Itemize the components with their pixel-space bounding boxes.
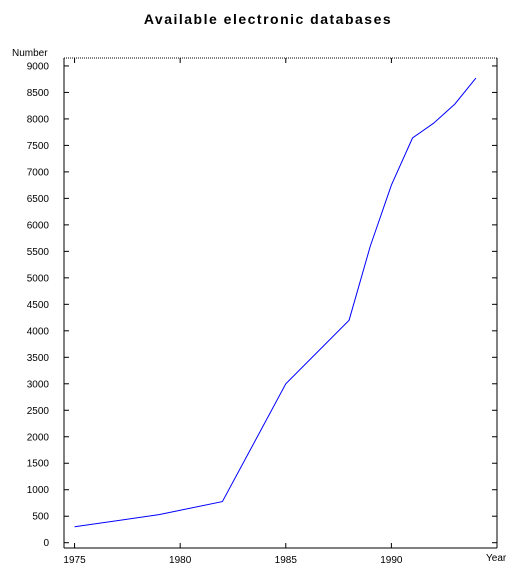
y-tick-label: 6500 bbox=[27, 194, 50, 205]
y-tick-label: 0 bbox=[43, 538, 49, 549]
plot-frame bbox=[63, 57, 498, 549]
y-tick-label: 6000 bbox=[27, 220, 50, 231]
x-tick-label: 1980 bbox=[169, 555, 192, 565]
y-tick-label: 7000 bbox=[27, 167, 50, 178]
x-tick-label: 1990 bbox=[380, 555, 403, 565]
x-axis: 1975 1980 1985 1990 bbox=[63, 58, 403, 565]
y-tick-label: 5500 bbox=[27, 247, 50, 258]
x-tick-label: 1985 bbox=[275, 555, 298, 565]
y-tick-label: 2500 bbox=[27, 406, 50, 417]
y-tick-label: 7500 bbox=[27, 141, 50, 152]
x-tick-label: 1975 bbox=[63, 555, 86, 565]
x-axis-title: Year bbox=[486, 553, 507, 564]
y-axis-title: Number bbox=[12, 48, 48, 59]
series-line bbox=[74, 77, 477, 528]
y-axis: 0 500 1000 1500 2000 2500 3000 3500 4000 4500 5000… bbox=[27, 61, 497, 549]
y-tick-label: 3000 bbox=[27, 379, 50, 390]
y-tick-label: 3500 bbox=[27, 353, 50, 364]
y-tick-label: 8000 bbox=[27, 114, 50, 125]
y-tick-label: 1500 bbox=[27, 459, 50, 470]
y-tick-label: 9000 bbox=[27, 61, 50, 72]
y-tick-label: 8500 bbox=[27, 88, 50, 99]
y-tick-label: 500 bbox=[32, 512, 49, 523]
y-tick-label: 4500 bbox=[27, 300, 50, 311]
series-group bbox=[74, 77, 477, 528]
y-tick-label: 1000 bbox=[27, 485, 50, 496]
y-tick-label: 5000 bbox=[27, 273, 50, 284]
y-tick-label: 4000 bbox=[27, 326, 50, 337]
chart-title: Available electronic databases bbox=[144, 11, 392, 27]
y-tick-label: 2000 bbox=[27, 432, 50, 443]
